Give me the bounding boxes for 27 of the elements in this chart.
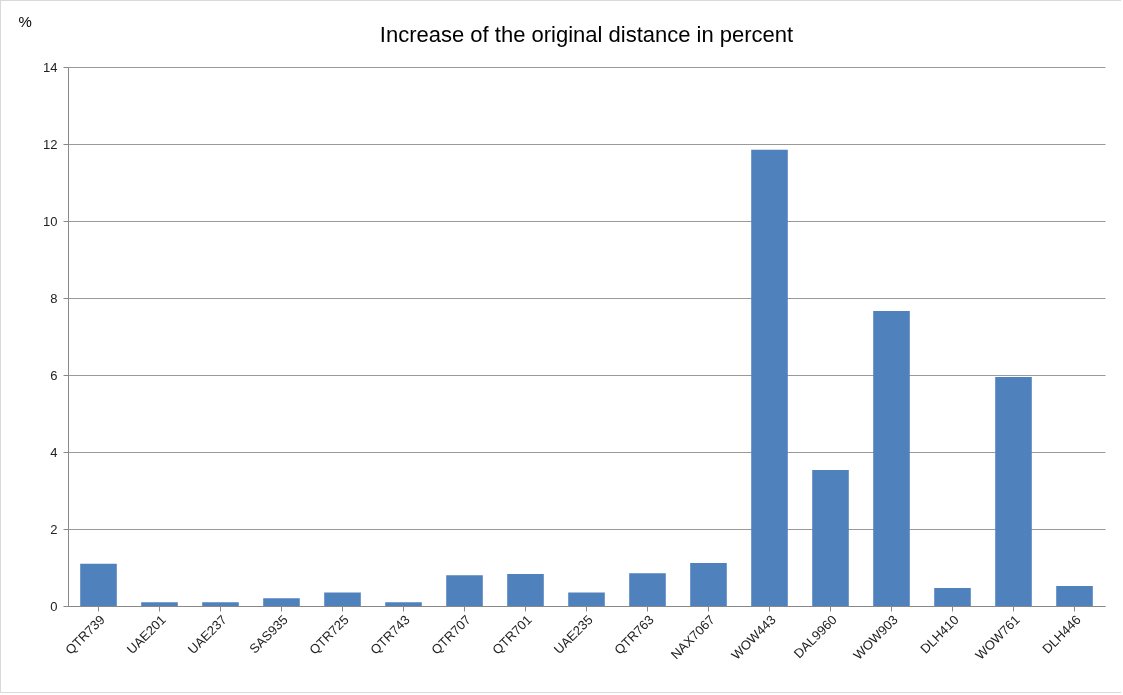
bar (202, 602, 239, 606)
bar (385, 602, 422, 606)
bar (751, 149, 788, 606)
chart-title: Increase of the original distance in percent (379, 22, 794, 47)
bar (446, 575, 483, 606)
bar (324, 592, 361, 606)
bar (80, 563, 117, 606)
y-tick-label: 4 (50, 444, 58, 460)
bar (568, 592, 605, 606)
bar (995, 376, 1032, 606)
bar (507, 574, 544, 606)
y-tick-label: 12 (43, 136, 58, 152)
y-axis-title: % (18, 12, 32, 30)
y-tick-label: 0 (50, 598, 58, 614)
bar (629, 573, 666, 606)
bar (1056, 585, 1093, 606)
y-tick-label: 8 (50, 290, 58, 306)
bar (690, 562, 727, 606)
bar (141, 602, 178, 606)
bar (934, 587, 971, 606)
y-tick-label: 6 (50, 367, 58, 383)
y-tick-label: 10 (43, 213, 58, 229)
bar (812, 470, 849, 606)
bar (873, 311, 910, 606)
y-tick-label: 2 (50, 521, 58, 537)
y-tick-label: 14 (43, 59, 58, 75)
bar (263, 598, 300, 606)
